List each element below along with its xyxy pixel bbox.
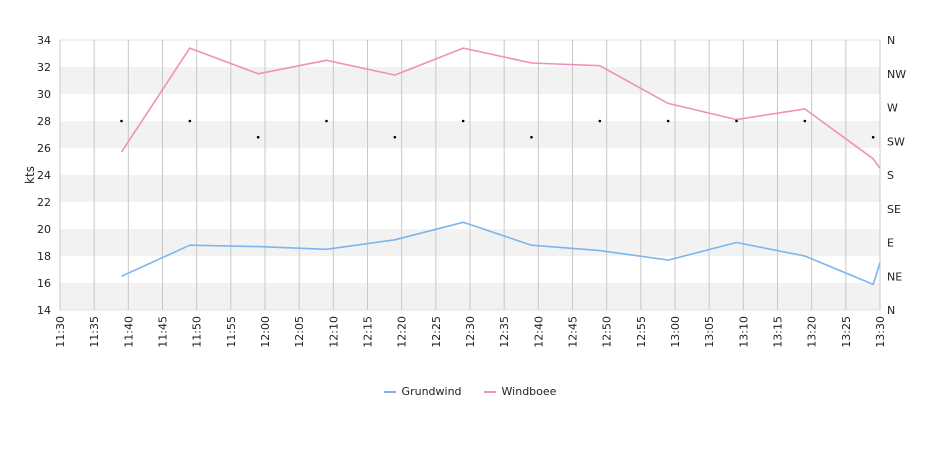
y-tick-label: 28	[37, 115, 51, 128]
x-tick-label: 13:10	[737, 316, 750, 348]
direction-marker	[325, 119, 328, 123]
direction-marker	[871, 135, 875, 139]
legend: Grundwind Windboee	[0, 385, 940, 398]
legend-item-grundwind[interactable]: Grundwind	[383, 385, 462, 398]
direction-tick-label: N	[887, 34, 895, 47]
direction-tick-label: NE	[887, 270, 902, 283]
legend-item-windboee[interactable]: Windboee	[483, 385, 557, 398]
direction-marker	[120, 119, 123, 123]
direction-tick-label: W	[887, 102, 898, 115]
x-tick-label: 13:30	[874, 316, 887, 348]
legend-label-grundwind: Grundwind	[401, 385, 462, 398]
x-tick-label: 11:30	[54, 316, 67, 348]
direction-marker	[803, 119, 807, 123]
x-tick-label: 12:10	[327, 316, 340, 348]
y-tick-label: 18	[37, 250, 51, 263]
direction-marker	[530, 135, 533, 139]
y-axis-ticks: 14 16 18 20 22 24 26 28 30 32 34	[37, 34, 51, 317]
direction-marker	[666, 119, 670, 123]
y-tick-label: 34	[37, 34, 51, 47]
direction-tick-label: N	[887, 304, 895, 317]
direction-markers	[120, 119, 875, 139]
series-line-grundwind	[121, 221, 881, 286]
direction-marker	[256, 135, 260, 139]
x-tick-label: 12:25	[430, 316, 443, 348]
x-axis-ticks: 11:30 11:35 11:40 11:45 11:50 11:55 12:00 12:05…	[54, 316, 887, 348]
direction-tick-label: E	[887, 237, 894, 250]
direction-axis-ticks: N NE E SE S SW W NW N	[887, 34, 906, 317]
direction-marker	[461, 119, 465, 123]
direction-marker	[188, 119, 192, 123]
legend-swatch-grundwind	[383, 390, 396, 393]
y-tick-label: 32	[37, 61, 51, 74]
x-tick-label: 12:20	[396, 316, 409, 348]
x-tick-label: 13:25	[840, 316, 853, 348]
legend-swatch-windboee	[483, 390, 496, 393]
direction-marker	[393, 135, 397, 139]
direction-tick-label: S	[887, 169, 894, 182]
y-tick-label: 26	[37, 142, 51, 155]
x-tick-label: 12:40	[532, 316, 545, 348]
series-lines	[120, 47, 881, 286]
y-tick-label: 30	[37, 88, 51, 101]
direction-tick-label: NW	[887, 68, 906, 81]
x-tick-label: 12:50	[601, 316, 614, 348]
x-tick-label: 11:50	[191, 316, 204, 348]
direction-tick-label: SE	[887, 203, 901, 216]
direction-tick-label: SW	[887, 135, 905, 148]
y-axis-title: kts	[23, 166, 37, 184]
series-line-windboee	[120, 47, 881, 169]
direction-marker	[735, 119, 738, 123]
x-tick-label: 12:45	[567, 316, 580, 348]
y-tick-label: 14	[37, 304, 51, 317]
x-tick-label: 12:55	[635, 316, 648, 348]
y-tick-label: 22	[37, 196, 51, 209]
x-tick-label: 13:15	[772, 316, 785, 348]
direction-marker	[598, 119, 602, 123]
x-tick-label: 12:05	[293, 316, 306, 348]
x-tick-label: 11:40	[122, 316, 135, 348]
x-tick-label: 12:30	[464, 316, 477, 348]
x-tick-label: 11:35	[88, 316, 101, 348]
y-tick-label: 20	[37, 223, 51, 236]
x-tick-label: 13:05	[703, 316, 716, 348]
legend-label-windboee: Windboee	[501, 385, 557, 398]
y-tick-label: 24	[37, 169, 51, 182]
x-tick-label: 12:00	[259, 316, 272, 348]
x-tick-label: 12:35	[498, 316, 511, 348]
vertical-gridlines	[59, 40, 881, 310]
y-tick-label: 16	[37, 277, 51, 290]
x-tick-label: 13:20	[806, 316, 819, 348]
x-tick-label: 12:15	[362, 316, 375, 348]
x-tick-label: 13:00	[669, 316, 682, 348]
x-tick-label: 11:55	[225, 316, 238, 348]
x-tick-label: 11:45	[157, 316, 170, 348]
